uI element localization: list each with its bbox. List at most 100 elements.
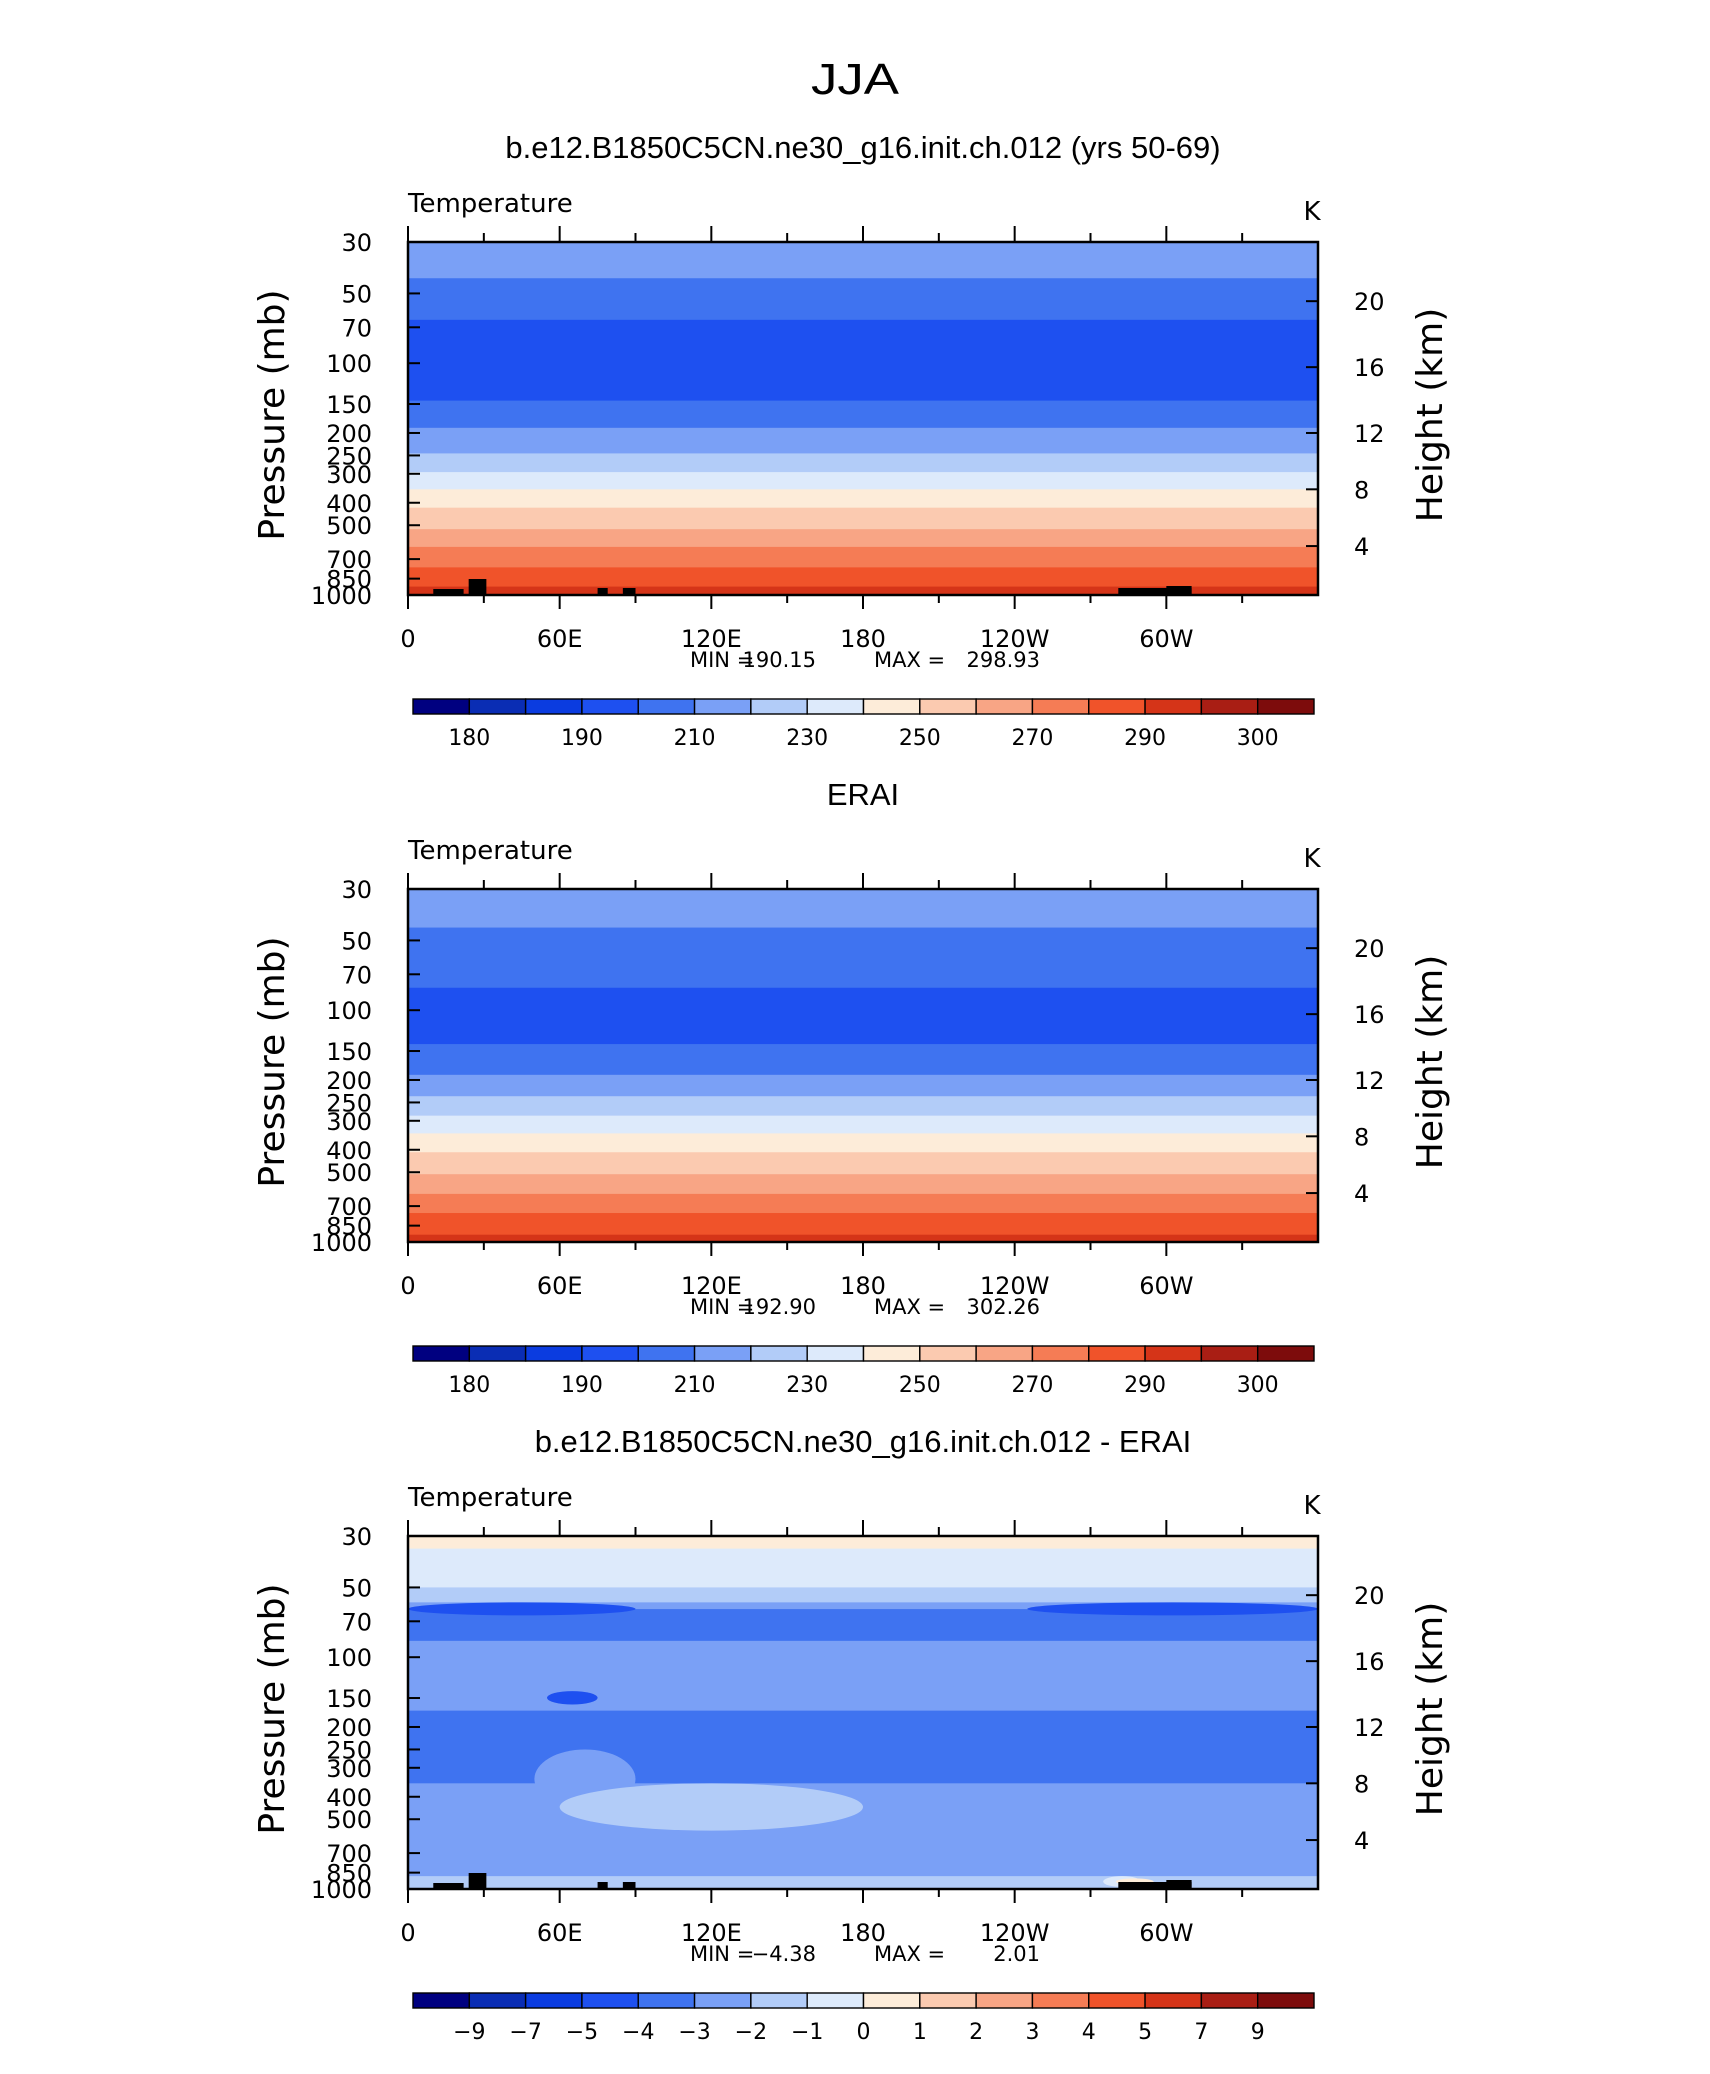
y-right-tick-label: 16 [1354,1648,1385,1676]
y-tick-label: 150 [326,391,372,419]
colorbar-label: 0 [857,2020,871,2045]
contour-band [408,489,1318,509]
y-right-axis-title: Height (km) [1410,1602,1451,1816]
contour-band [408,529,1318,548]
y-tick-label: 700 [326,1840,372,1868]
topography-mask [433,1883,464,1889]
y-right-tick-label: 16 [1354,1001,1385,1029]
y-right-tick-label: 8 [1354,476,1369,504]
min-value: −4.38 [752,1942,816,1966]
colorbar-label: −3 [678,2020,710,2045]
contour-band [408,472,1318,490]
y-right-tick-label: 20 [1354,1582,1385,1610]
colorbar-label: 1 [913,2020,927,2045]
contour-band [408,546,1318,568]
colorbar-swatch [1144,1992,1203,2009]
y-tick-label: 100 [326,350,372,378]
y-tick-label: 30 [341,876,372,904]
x-tick-label: 60E [537,625,583,653]
x-tick-label: 60W [1139,1919,1193,1947]
colorbar-swatch [693,698,752,715]
y-axis-title: Pressure (mb) [252,289,293,540]
variable-label: Temperature [407,189,573,219]
panel-title: b.e12.B1850C5CN.ne30_g16.init.ch.012 (yr… [505,130,1220,165]
colorbar-label: 180 [448,726,490,751]
y-tick-label: 70 [341,1608,372,1636]
y-right-tick-label: 4 [1354,1180,1369,1208]
contour-band [408,586,1318,595]
panel-title: b.e12.B1850C5CN.ne30_g16.init.ch.012 - E… [535,1424,1192,1459]
y-tick-label: 100 [326,997,372,1025]
contour-patch [559,1783,863,1831]
x-tick-label: 0 [400,625,415,653]
contour-band [408,1152,1318,1175]
colorbar-swatch [750,1992,808,2009]
contour-field [408,1536,1318,1889]
colorbar-swatch [412,1992,471,2009]
colorbar-swatch [919,698,977,715]
colorbar-swatch [750,698,808,715]
colorbar-label: 7 [1194,2020,1208,2045]
colorbar-swatch [975,1345,1034,1362]
colorbar-swatch [637,1992,696,2009]
colorbar-swatch [1088,698,1146,715]
colorbar-swatch [524,1345,583,1362]
contour-band [408,1115,1318,1134]
y-right-tick-label: 8 [1354,1770,1369,1798]
y-right-tick-label: 12 [1354,1714,1385,1742]
colorbar-label: 270 [1011,1373,1053,1398]
colorbar-label: 190 [561,726,603,751]
x-tick-label: 60E [537,1919,583,1947]
min-value: 192.90 [743,1295,816,1319]
colorbar-swatch [524,698,583,715]
colorbar-swatch [412,698,471,715]
y-tick-label: 400 [326,490,372,518]
variable-label: Temperature [407,1483,573,1513]
y-axis-title: Pressure (mb) [252,936,293,1187]
y-tick-label: 250 [326,442,372,470]
contour-band [408,1213,1318,1236]
topography-mask [622,1882,636,1889]
y-right-tick-label: 12 [1354,420,1385,448]
colorbar-swatch [1144,1345,1203,1362]
colorbar-swatch [468,698,527,715]
y-right-axis-title: Height (km) [1410,308,1451,522]
colorbar-swatch [1088,1345,1146,1362]
y-right-tick-label: 20 [1354,288,1385,316]
contour-band [408,1234,1318,1242]
colorbar-label: 2 [969,2020,983,2045]
contour-band [408,987,1318,1045]
topography-mask [433,589,464,595]
contour-band [408,1133,1318,1153]
colorbar-label: 250 [899,726,941,751]
colorbar-label: −1 [791,2020,823,2045]
y-tick-label: 250 [326,1736,372,1764]
colorbar-swatch [581,1992,639,2009]
contour-band [408,242,1318,279]
colorbar-label: 230 [786,1373,828,1398]
colorbar-swatch [862,1992,921,2009]
colorbar-label: 9 [1251,2020,1265,2045]
colorbar-swatch [412,1345,471,1362]
y-tick-label: 250 [326,1089,372,1117]
colorbar-swatch [581,1345,639,1362]
max-value: 302.26 [967,1295,1040,1319]
contour-band [408,507,1318,530]
y-tick-label: 500 [326,1159,372,1187]
colorbar-label: 290 [1124,726,1166,751]
y-tick-label: 1000 [311,1229,372,1257]
y-tick-label: 70 [341,314,372,342]
units-label: K [1303,1491,1321,1521]
colorbar-swatch [975,1992,1034,2009]
topography-mask [1118,1882,1192,1889]
y-tick-label: 100 [326,1644,372,1672]
colorbar-swatch [1256,698,1315,715]
colorbar-swatch [524,1992,583,2009]
x-tick-label: 120W [980,1272,1050,1300]
y-tick-label: 300 [326,1108,372,1136]
units-label: K [1303,197,1321,227]
y-right-tick-label: 16 [1354,354,1385,382]
y-tick-label: 50 [341,280,372,308]
colorbar-swatch [637,698,696,715]
max-value: 2.01 [993,1942,1040,1966]
